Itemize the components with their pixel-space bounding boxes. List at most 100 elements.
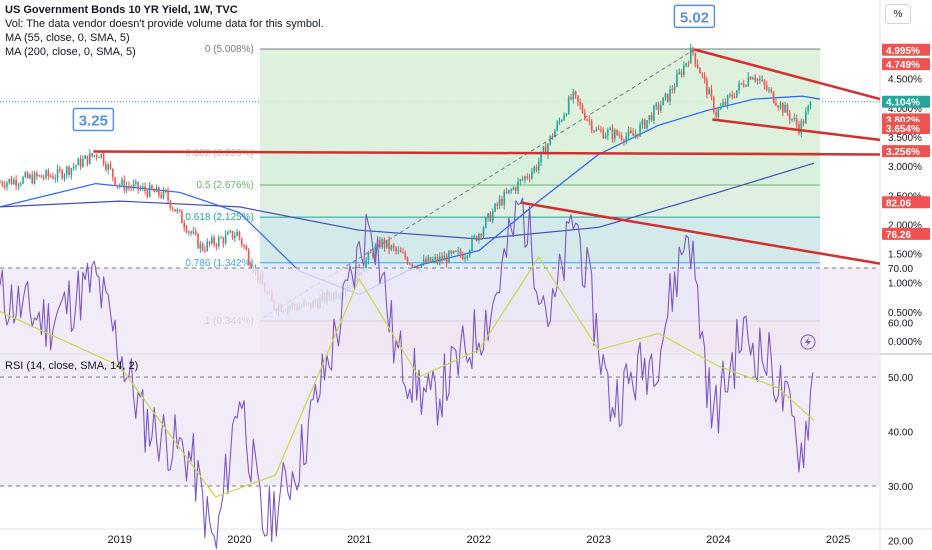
price-trendline[interactable] <box>694 48 881 101</box>
candle-body <box>146 191 149 197</box>
candle-body <box>664 93 667 98</box>
candle-body <box>215 244 218 247</box>
candle-body <box>498 199 501 206</box>
candle-body <box>471 237 473 252</box>
price-tag: 3.802% <box>886 115 920 126</box>
candle-body <box>572 91 575 100</box>
price-tag-bg <box>882 43 930 56</box>
candle-body <box>231 230 234 239</box>
candle-body <box>616 129 618 136</box>
candle-body <box>388 240 390 250</box>
candle-body <box>689 47 692 64</box>
candle-body <box>171 207 174 210</box>
rsi-ma-line <box>0 255 815 498</box>
candle-body <box>793 117 796 119</box>
rsi-legend[interactable]: RSI (14, close, SMA, 14, 2) <box>5 360 139 372</box>
candle-body <box>613 129 616 139</box>
candle-body <box>169 200 172 208</box>
candle-body <box>10 178 13 185</box>
candle-body <box>680 71 683 75</box>
candle-body <box>420 263 423 270</box>
price-tag-bg <box>882 121 930 134</box>
time-tick-label: 2020 <box>227 534 251 546</box>
candle-body <box>795 117 798 125</box>
candle-body <box>206 241 209 251</box>
candle-body <box>88 153 91 164</box>
candle-body <box>167 191 169 201</box>
candle-body <box>144 186 146 192</box>
candle-body <box>634 133 637 136</box>
price-tag-bg <box>882 145 930 158</box>
candle-body <box>3 185 6 187</box>
candle-body <box>593 130 595 132</box>
candle-body <box>800 121 803 134</box>
candle-body <box>79 158 82 167</box>
candle-body <box>379 240 381 248</box>
candle-body <box>229 230 232 233</box>
rsi-trendline[interactable] <box>520 201 881 265</box>
trendlines[interactable] <box>93 48 881 265</box>
ma200-legend[interactable]: MA (200, close, 0, SMA, 5) <box>5 46 136 58</box>
candle-body <box>549 135 552 145</box>
candle-body <box>508 189 510 193</box>
candle-body <box>38 175 40 177</box>
annotations[interactable]: 3.25 5.02 <box>72 4 816 350</box>
candle-body <box>625 136 628 142</box>
candle-body <box>478 234 480 241</box>
alert-bolt-icon[interactable] <box>800 334 816 350</box>
ma55-legend[interactable]: MA (55, close, 0, SMA, 5) <box>5 32 130 44</box>
candle-body <box>84 155 86 160</box>
candle-body <box>29 174 31 179</box>
candle-body <box>107 164 110 170</box>
candle-body <box>102 153 105 165</box>
candle-body <box>135 181 137 184</box>
candle-body <box>399 250 402 253</box>
candle-body <box>708 89 710 95</box>
candle-body <box>160 195 162 198</box>
price-tick-label: 4.500% <box>888 75 922 86</box>
price-trendline[interactable] <box>712 118 881 142</box>
candle-body <box>234 236 236 239</box>
candle-body <box>547 144 549 155</box>
candle-body <box>630 130 632 133</box>
candle-body <box>217 237 220 247</box>
price-trendline[interactable] <box>93 150 881 156</box>
candle-body <box>738 83 740 91</box>
candle-body <box>413 265 416 267</box>
candle-body <box>754 77 757 81</box>
candle-body <box>724 102 727 105</box>
candle-body <box>763 80 766 86</box>
candle-body <box>643 119 646 129</box>
candle-body <box>554 130 556 138</box>
candle-body <box>441 256 443 261</box>
ma55-line <box>0 95 821 295</box>
percent-scale-button[interactable]: % <box>885 4 911 24</box>
candle-body <box>390 245 393 250</box>
candle-body <box>148 185 151 197</box>
candle-body <box>485 217 487 228</box>
candle-body <box>600 129 602 131</box>
annotation-box[interactable] <box>72 107 115 132</box>
candle-body <box>208 241 211 244</box>
candle-body <box>236 231 238 237</box>
candle-body <box>584 112 586 120</box>
candle-body <box>503 191 506 205</box>
candle-body <box>620 135 623 140</box>
annotation-box[interactable] <box>673 4 716 29</box>
candle-body <box>650 115 653 121</box>
symbol-title[interactable]: US Government Bonds 10 YR Yield, 1W, TVC <box>5 4 238 16</box>
ma200-line <box>0 162 815 240</box>
candle-body <box>770 89 773 92</box>
candle-body <box>128 185 130 187</box>
fib-level-label: 0.786 (1.342%) <box>185 258 253 269</box>
candle-body <box>141 186 144 189</box>
candle-body <box>574 91 577 96</box>
candle-body <box>93 155 96 157</box>
price-tick-label: 4.000% <box>888 104 922 115</box>
candle-body <box>443 255 446 261</box>
candle-body <box>581 105 584 113</box>
candle-body <box>745 85 747 87</box>
price-tag-bg <box>882 58 930 71</box>
candle-body <box>19 183 22 185</box>
